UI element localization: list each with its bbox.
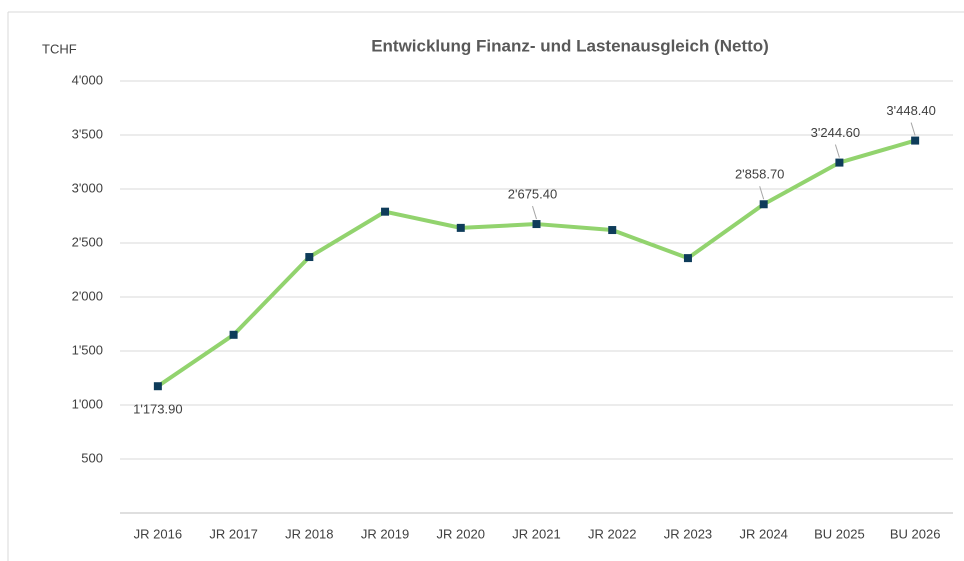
x-tick-label: JR 2016 xyxy=(134,526,182,541)
y-tick-label: 1'500 xyxy=(72,342,103,357)
y-tick-label: 1'000 xyxy=(72,396,103,411)
x-tick-label: JR 2022 xyxy=(588,526,636,541)
marker xyxy=(911,136,920,145)
marker xyxy=(381,207,390,216)
x-tick-label: JR 2021 xyxy=(512,526,560,541)
leader-line xyxy=(834,144,840,158)
y-axis-label: TCHF xyxy=(42,41,77,56)
line xyxy=(156,138,916,388)
data-label: 2'858.70 xyxy=(735,167,784,182)
data-label: 1'173.90 xyxy=(133,402,182,417)
data-label: 3'448.40 xyxy=(886,103,935,118)
x-tick-label: BU 2026 xyxy=(890,526,941,541)
x-tick-label: JR 2023 xyxy=(664,526,712,541)
data-label: 2'675.40 xyxy=(508,186,557,201)
marker xyxy=(305,253,314,262)
marker xyxy=(229,330,238,339)
y-tick-label: 3'000 xyxy=(72,180,103,195)
chart-title: Entwicklung Finanz- und Lastenausgleich … xyxy=(371,36,769,55)
y-tick-label: 4'000 xyxy=(72,72,103,87)
x-tick-label: JR 2020 xyxy=(437,526,485,541)
x-tick-label: JR 2017 xyxy=(209,526,257,541)
marker xyxy=(759,200,768,209)
marker xyxy=(456,223,465,232)
leader-line xyxy=(910,122,916,136)
data-label: 3'244.60 xyxy=(811,125,860,140)
marker xyxy=(153,382,162,391)
marker xyxy=(683,254,692,263)
marker xyxy=(532,220,541,229)
marker xyxy=(835,158,844,167)
leader-line xyxy=(532,205,537,220)
x-tick-label: JR 2024 xyxy=(739,526,787,541)
marker xyxy=(608,226,617,235)
x-tick-label: BU 2025 xyxy=(814,526,865,541)
x-tick-label: JR 2018 xyxy=(285,526,333,541)
leader-line xyxy=(759,186,765,200)
y-tick-label: 2'000 xyxy=(72,288,103,303)
x-tick-label: JR 2019 xyxy=(361,526,409,541)
y-tick-label: 500 xyxy=(81,450,103,465)
y-tick-label: 3'500 xyxy=(72,126,103,141)
y-tick-label: 2'500 xyxy=(72,234,103,249)
